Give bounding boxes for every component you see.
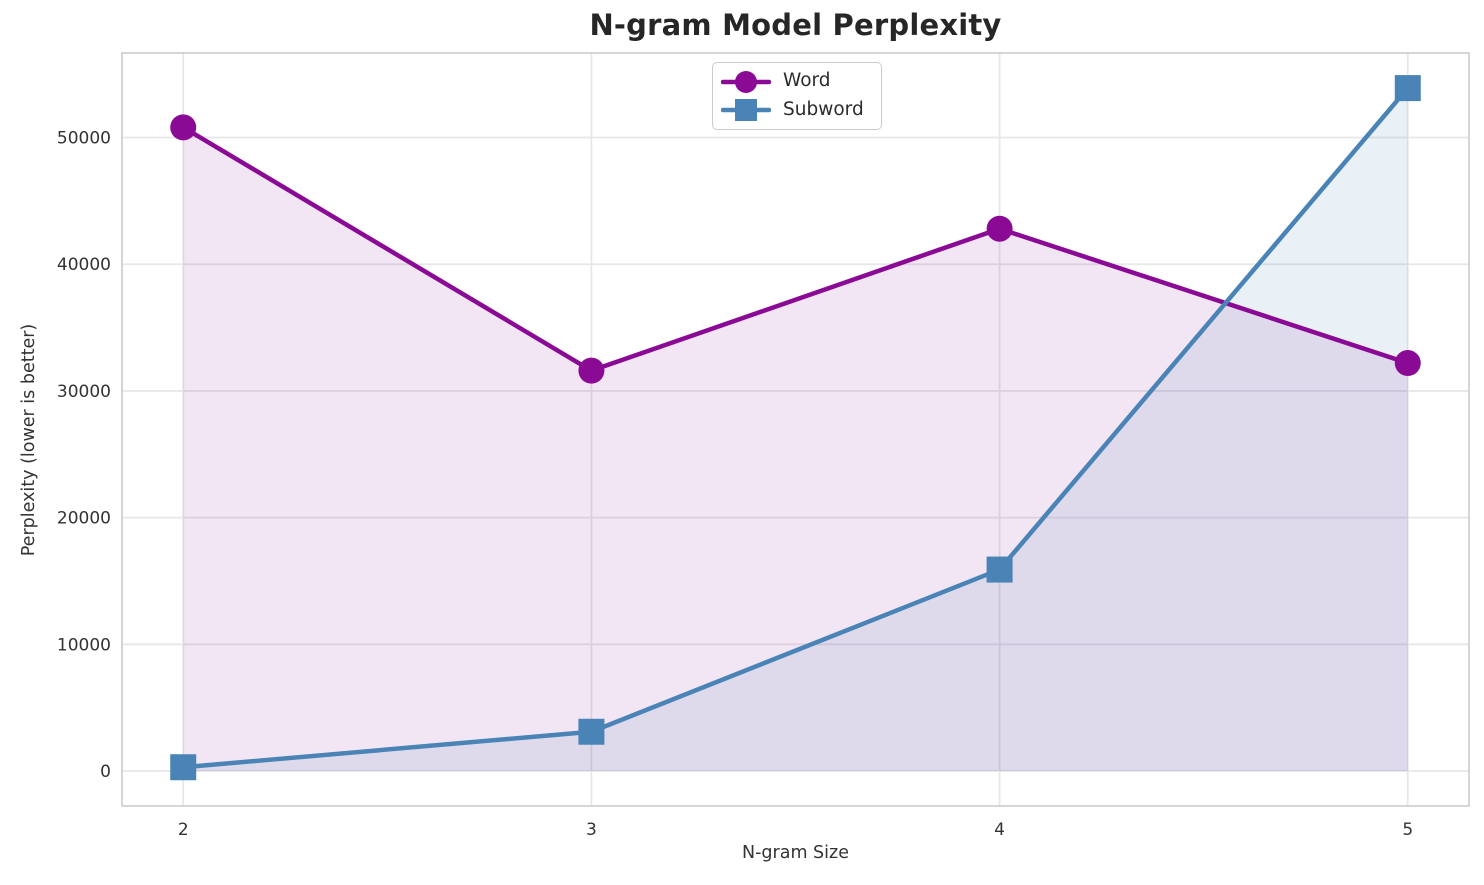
legend-label-word: Word	[783, 70, 831, 92]
subword-square-marker-swatch-icon	[721, 99, 771, 122]
word-line	[180, 125, 1411, 373]
subword-marker	[986, 556, 1013, 583]
y-tick-label: 40000	[57, 255, 111, 275]
x-axis-label: N-gram Size	[742, 843, 849, 863]
x-tick-label: 2	[178, 820, 189, 840]
subword-marker	[578, 718, 605, 745]
y-tick-label: 20000	[57, 509, 111, 529]
x-tick-label: 3	[586, 820, 597, 840]
chart-title: N-gram Model Perplexity	[589, 8, 1002, 42]
legend: Word Subword	[712, 62, 882, 130]
subword-marker	[170, 754, 197, 781]
legend-label-subword: Subword	[783, 99, 864, 121]
x-tick-label: 4	[994, 820, 1005, 840]
word-area-fill	[183, 127, 1408, 772]
y-tick-label: 50000	[57, 129, 111, 149]
word-marker	[986, 215, 1013, 242]
y-tick-label: 10000	[57, 635, 111, 655]
subword-line	[180, 85, 1411, 770]
y-tick-label: 0	[100, 762, 111, 782]
y-tick-label: 30000	[57, 382, 111, 402]
word-marker	[578, 357, 605, 384]
plot-border	[121, 52, 1470, 807]
subword-marker	[1394, 75, 1421, 102]
x-tick-label: 5	[1402, 820, 1413, 840]
word-circle-marker-swatch-icon	[721, 70, 771, 93]
word-marker	[1394, 350, 1421, 377]
y-axis-label: Perplexity (lower is better)	[19, 323, 39, 557]
legend-item-subword: Subword	[721, 97, 871, 123]
legend-item-word: Word	[721, 69, 871, 95]
subword-area-fill	[183, 88, 1408, 772]
word-marker	[170, 114, 197, 141]
